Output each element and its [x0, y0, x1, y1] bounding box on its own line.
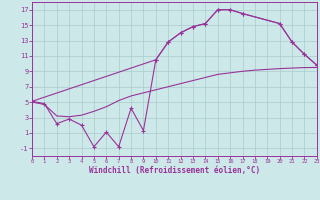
X-axis label: Windchill (Refroidissement éolien,°C): Windchill (Refroidissement éolien,°C) [89, 166, 260, 175]
